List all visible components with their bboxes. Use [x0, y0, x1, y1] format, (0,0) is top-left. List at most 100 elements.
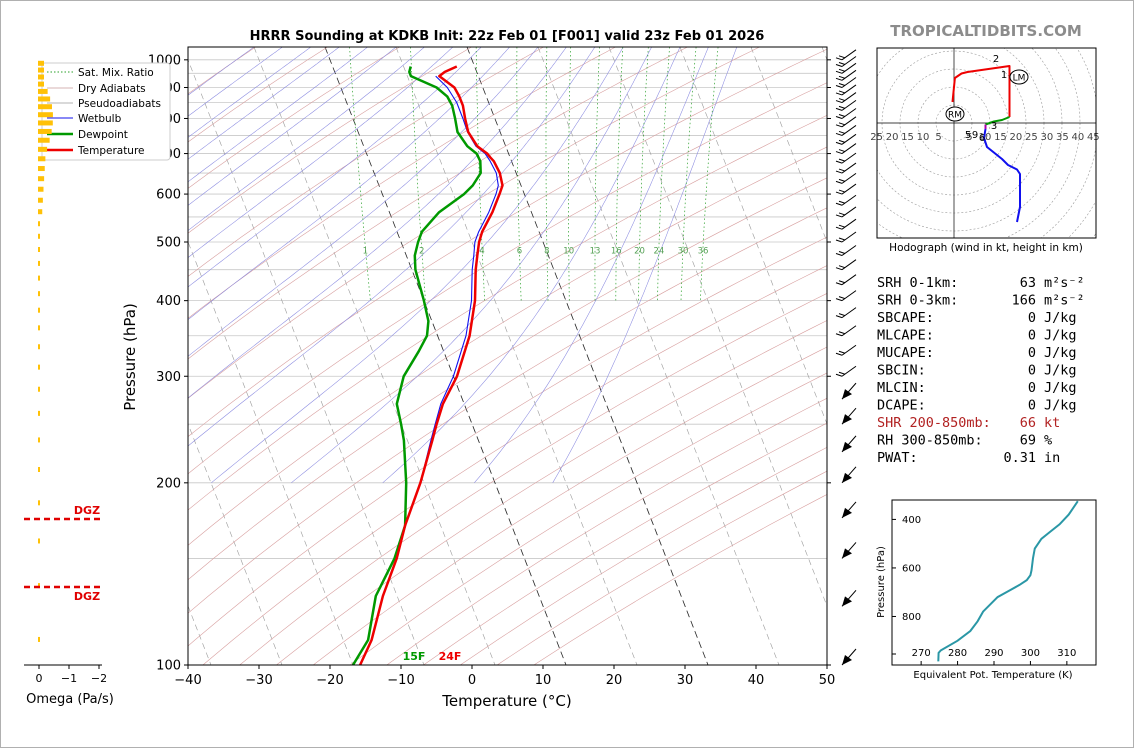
skewt-y-tick: 200 [156, 476, 181, 491]
wind-barb [835, 49, 857, 61]
hodo-segment [983, 128, 1021, 223]
mix-ratio-label: 8 [544, 246, 549, 256]
hodograph-panel: 25 20 15 10 5 5 10 15 20 25 30 35 40 45 1 2 3 5 6 9 R… [870, 47, 1100, 254]
omega-bar [38, 500, 40, 506]
index-label: DCAPE: [877, 398, 926, 414]
wind-barb [835, 218, 857, 230]
skewt-x-label: Temperature (°C) [441, 692, 571, 710]
wind-barb [841, 501, 857, 519]
theta-e-y-tick: 600 [902, 563, 921, 574]
index-unit: J/kg [1044, 328, 1077, 344]
hodo-ring-label: 45 [1087, 132, 1100, 143]
index-row: MLCIN: 0 J/kg [877, 380, 1077, 396]
hodo-segment [985, 116, 1010, 126]
wind-barb [835, 56, 857, 67]
indices-table: SRH 0-1km: 63 m²s⁻² SRH 0-3km: 166 m²s⁻²SBCAP… [877, 275, 1085, 466]
wind-barb [835, 172, 857, 184]
index-unit: J/kg [1044, 345, 1077, 361]
wind-barb [835, 162, 857, 174]
svg-text:RM: RM [948, 111, 962, 121]
omega-bar [38, 583, 40, 589]
wind-barb [841, 466, 857, 484]
wind-barb [835, 307, 857, 319]
hodo-height-1: 1 [1001, 70, 1007, 81]
hodo-ring-label: 10 [917, 132, 930, 143]
rm-marker: RM [945, 106, 965, 122]
wind-barb [835, 183, 857, 195]
hodo-ring-label: 20 [886, 132, 899, 143]
skewt-panel: 1 2 4 6 8 10 13 16 20 24 30 36 −40 −30 −20 −10 0 10 20 30 4… [41, 46, 835, 710]
index-unit: % [1044, 433, 1052, 449]
skewt-profiles [351, 65, 504, 665]
theta-e-x-tick: 310 [1057, 648, 1076, 659]
index-value: 66 [1020, 415, 1036, 431]
surface-temp-label: 24F [439, 650, 462, 663]
index-label: SHR 200-850mb: [877, 415, 991, 431]
hodograph-caption: Hodograph (wind in kt, height in km) [889, 242, 1083, 254]
skewt-y-tick: 400 [156, 294, 181, 309]
omega-bar [38, 344, 40, 350]
wind-barb [835, 77, 857, 88]
index-row: MUCAPE: 0 J/kg [877, 345, 1077, 361]
wind-barb [841, 382, 857, 400]
omega-panel: DGZ DGZ 0 −1 −2 Omega (Pa/s) [24, 60, 114, 707]
mix-ratio-label: 1 [363, 246, 368, 256]
omega-bar [38, 386, 40, 392]
wind-barb [841, 590, 857, 607]
hodo-height-6: 6 [979, 133, 985, 144]
page-title: HRRR Sounding at KDKB Init: 22z Feb 01 [… [250, 29, 765, 44]
index-label: RH 300-850mb: [877, 433, 983, 449]
omega-bar [38, 146, 48, 152]
hodo-ring-label: 20 [1010, 132, 1023, 143]
theta-e-axes: 270 280 290 300 310 400 600 800 [892, 515, 1076, 665]
wind-barb [835, 274, 857, 286]
dewpoint-line [351, 66, 482, 665]
skewt-y-label: Pressure (hPa) [121, 303, 139, 411]
omega-x-label: Omega (Pa/s) [26, 692, 114, 707]
theta-e-x-tick: 290 [984, 648, 1003, 659]
index-label: SRH 0-3km: [877, 293, 958, 309]
skewt-x-tick: −10 [387, 673, 414, 688]
hodo-ring-label: 5 [966, 132, 972, 143]
index-value: 63 [1020, 275, 1036, 291]
omega-bar [38, 81, 44, 87]
index-row: SRH 0-3km: 166 m²s⁻² [877, 293, 1085, 309]
wind-barb [835, 116, 857, 128]
index-unit: J/kg [1044, 380, 1077, 396]
wind-barb [835, 143, 857, 155]
omega-bar [38, 247, 40, 253]
index-row: SHR 200-850mb: 66 kt [877, 415, 1060, 431]
omega-bar [38, 120, 53, 126]
legend-dewpoint: Dewpoint [78, 129, 128, 141]
dgz-bottom-label: DGZ [74, 590, 100, 603]
index-row: DCAPE: 0 J/kg [877, 398, 1077, 414]
omega-bar [38, 410, 40, 416]
omega-bar [38, 186, 44, 192]
skewt-y-tick: 300 [156, 370, 181, 385]
hodo-height-5: 5 [965, 130, 971, 141]
skewt-x-tick: 20 [606, 673, 623, 688]
wind-barb [835, 133, 857, 145]
index-value: 0 [1028, 380, 1036, 396]
theta-e-y-label: Pressure (hPa) [876, 546, 887, 618]
hodo-segment [951, 65, 1011, 117]
index-row: SBCAPE: 0 J/kg [877, 310, 1077, 326]
index-unit: m²s⁻² [1044, 293, 1085, 309]
skewt-y-tick: 100 [156, 659, 181, 674]
omega-bar [38, 275, 40, 281]
brand-logo-text: TROPICALTIDBITS.COM [890, 22, 1082, 40]
omega-bar [38, 104, 52, 110]
svg-text:LM: LM [1013, 74, 1026, 84]
wind-barb [841, 648, 857, 666]
mix-ratio-label: 20 [634, 246, 645, 256]
omega-bar [38, 221, 40, 227]
wind-barb [841, 542, 857, 559]
omega-bar [38, 437, 40, 443]
theta-e-y-tick: 400 [902, 515, 921, 526]
index-row: SRH 0-1km: 63 m²s⁻² [877, 275, 1085, 291]
skewt-background-lines [188, 47, 827, 665]
omega-bar [38, 166, 45, 172]
omega-bar [38, 291, 40, 297]
wind-barbs [826, 47, 857, 666]
